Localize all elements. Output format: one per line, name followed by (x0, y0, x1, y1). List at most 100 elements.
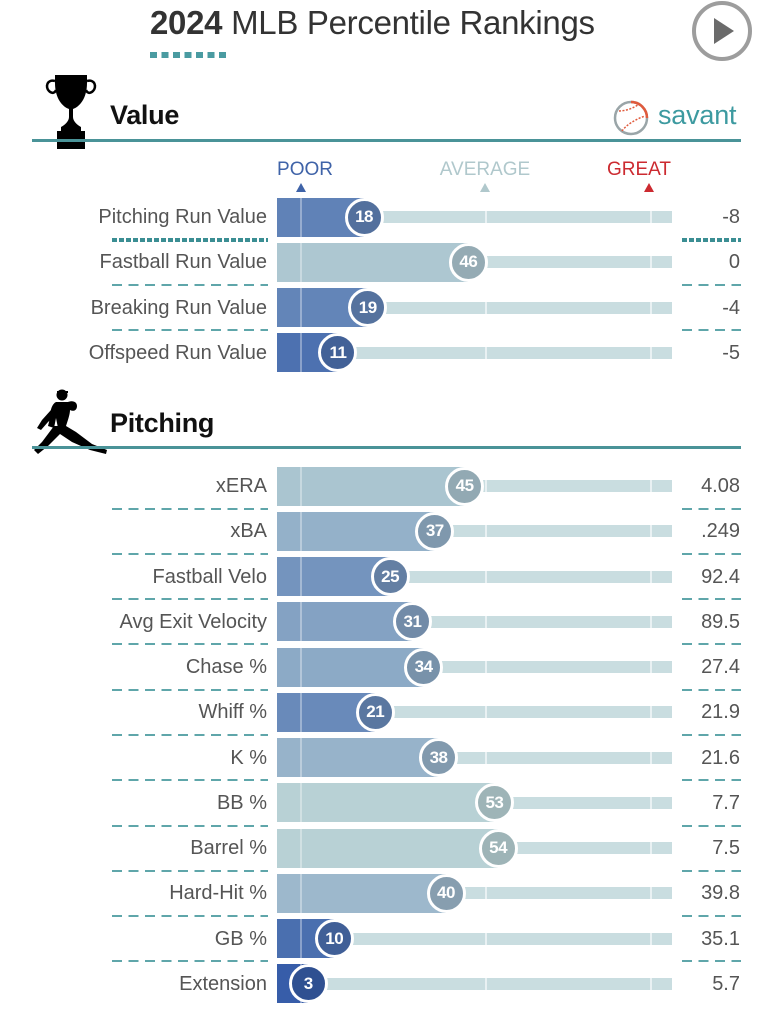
metric-value: 5.7 (712, 972, 740, 995)
row-divider (112, 869, 268, 872)
percentile-track (494, 796, 672, 809)
track-notch (649, 256, 652, 269)
row-divider (112, 779, 268, 782)
metric-label: Avg Exit Velocity (119, 610, 267, 633)
percentile-value: 11 (329, 342, 347, 362)
page-title: 2024 MLB Percentile Rankings (150, 4, 595, 42)
percentile-badge: 25 (370, 557, 410, 597)
percentile-bar (277, 692, 376, 732)
percentile-track (423, 661, 672, 674)
track-notch (649, 346, 652, 359)
metric-label: Hard-Hit % (169, 882, 267, 905)
metric-value: 92.4 (701, 565, 740, 588)
metric-value: -4 (722, 296, 740, 319)
savant-label: savant (658, 100, 737, 130)
row-divider (112, 733, 268, 736)
percentile-badge: 19 (348, 288, 388, 328)
row-divider (682, 960, 741, 963)
scale-label-great: GREAT (606, 159, 672, 180)
percentile-track (334, 932, 672, 945)
percentile-track (464, 480, 672, 492)
row-divider (112, 283, 268, 286)
title-text: MLB Percentile Rankings (231, 4, 595, 41)
track-notch (485, 480, 487, 492)
percentile-track (375, 706, 672, 719)
percentile-bar (277, 602, 413, 642)
track-notch (484, 301, 487, 314)
percentile-bar (277, 511, 435, 551)
percentile-value: 10 (325, 928, 344, 948)
track-notch (649, 977, 652, 990)
scale-label-average: AVERAGE (439, 159, 531, 180)
metric-value: 39.8 (701, 882, 740, 905)
track-notch (485, 887, 487, 900)
row-divider (112, 552, 268, 555)
track-notch (649, 211, 652, 223)
row-divider (682, 283, 741, 286)
play-icon (692, 1, 752, 61)
metric-value: 4.08 (701, 475, 740, 497)
section-divider-value (32, 139, 741, 142)
metric-label: Breaking Run Value (90, 296, 267, 319)
title-year: 2024 (150, 4, 223, 41)
metric-value: 7.7 (712, 791, 740, 814)
percentile-track (337, 346, 672, 359)
percentile-value: 54 (489, 838, 508, 858)
savant-logo[interactable]: savant (612, 98, 742, 138)
metric-value: -5 (722, 341, 740, 364)
percentile-value: 40 (437, 883, 455, 903)
track-notch (650, 480, 652, 492)
row-divider (112, 237, 268, 242)
great-marker-icon (644, 183, 654, 192)
section-title-value: Value (110, 100, 180, 130)
percentile-value: 34 (414, 657, 433, 677)
metric-label: Pitching Run Value (98, 206, 267, 228)
row-divider (682, 329, 741, 332)
track-notch (649, 796, 652, 809)
percentile-bar (277, 242, 469, 282)
percentile-value: 18 (355, 207, 373, 226)
metric-value: 21.9 (701, 701, 740, 724)
poor-marker-icon (296, 183, 306, 192)
metric-value: 0 (728, 251, 740, 274)
percentile-value: 37 (425, 521, 444, 541)
metric-value: 7.5 (712, 837, 740, 860)
section-title-pitching: Pitching (110, 408, 215, 438)
percentile-track (468, 256, 672, 269)
metric-value: 27.4 (701, 656, 740, 679)
metric-label: Fastball Velo (152, 565, 267, 588)
metric-label: Offspeed Run Value (88, 341, 267, 364)
percentile-badge: 10 (314, 919, 354, 959)
metric-value: -8 (722, 206, 740, 228)
percentile-badge: 53 (474, 783, 514, 823)
section-divider-pitching (32, 446, 741, 449)
percentile-track (498, 842, 672, 855)
percentile-badge: 54 (478, 828, 518, 868)
percentile-bar (277, 647, 424, 687)
metric-value: 35.1 (701, 927, 740, 950)
metric-label: xERA (215, 475, 267, 497)
percentile-track (367, 301, 672, 314)
average-marker-icon (480, 183, 490, 192)
track-notch (484, 977, 487, 990)
row-divider (682, 237, 741, 242)
percentile-value: 3 (303, 973, 313, 993)
metric-value: 21.6 (701, 746, 740, 769)
metric-label: Chase % (185, 656, 267, 679)
percentile-value: 19 (358, 297, 377, 317)
play-button[interactable] (690, 0, 754, 64)
percentile-track (364, 211, 672, 223)
metric-label: K % (230, 746, 267, 769)
percentile-value: 45 (455, 476, 474, 495)
row-divider (112, 598, 268, 601)
row-divider (682, 915, 741, 918)
track-notch (649, 525, 652, 538)
percentile-badge: 21 (355, 692, 395, 732)
track-notch (650, 932, 652, 945)
percentile-track (412, 615, 672, 628)
percentile-badge: 45 (445, 466, 485, 506)
track-notch (484, 525, 487, 538)
title-underline (150, 52, 230, 58)
metric-label: Whiff % (198, 701, 267, 724)
track-notch (650, 887, 652, 900)
